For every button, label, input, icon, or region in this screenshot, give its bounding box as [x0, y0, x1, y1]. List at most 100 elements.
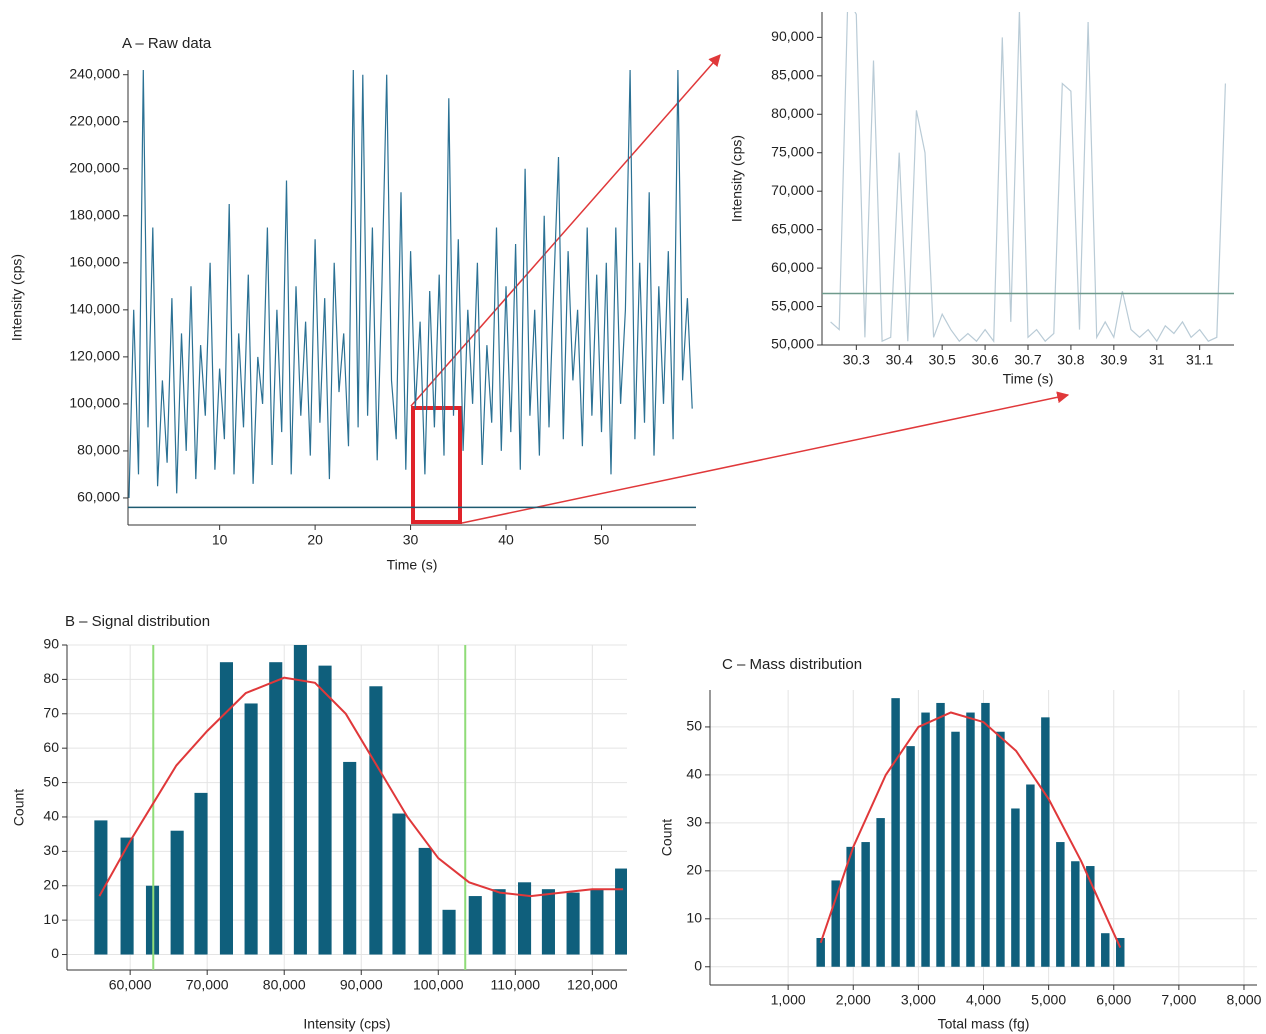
chart-title: A – Raw data	[122, 35, 212, 52]
y-tick-label: 55,000	[771, 297, 814, 313]
fit-curve	[819, 711, 1122, 949]
x-tick-label: 31.1	[1186, 352, 1213, 368]
x-axis-label: Intensity (cps)	[303, 1016, 390, 1032]
y-tick-label: 65,000	[771, 220, 814, 236]
bar	[996, 731, 1005, 967]
y-tick-label: 30	[43, 842, 59, 858]
bar	[816, 937, 825, 967]
bar	[492, 889, 506, 955]
x-tick-label: 50	[594, 532, 610, 548]
y-tick-label: 40	[686, 766, 702, 782]
zoom-arrow	[461, 391, 1070, 524]
x-tick-label: 100,000	[413, 977, 464, 993]
bar	[846, 846, 855, 967]
x-tick-label: 5,000	[1031, 992, 1066, 1008]
bar	[293, 645, 307, 955]
bar	[831, 880, 840, 967]
x-tick-label: 30	[403, 532, 419, 548]
bar	[1041, 717, 1050, 967]
bar	[1116, 937, 1125, 967]
x-tick-label: 1,000	[771, 992, 806, 1008]
bar	[1086, 866, 1095, 967]
x-tick-label: 70,000	[186, 977, 229, 993]
data-line	[128, 70, 693, 499]
bar	[343, 761, 357, 955]
y-tick-label: 240,000	[69, 65, 120, 81]
x-tick-label: 7,000	[1161, 992, 1196, 1008]
bar	[170, 830, 184, 955]
x-tick-label: 90,000	[340, 977, 383, 993]
x-tick-label: 30.7	[1014, 352, 1041, 368]
panel: A – Raw data Time (s) Intensity (cps) 60,00…	[9, 35, 696, 573]
y-tick-label: 100,000	[69, 395, 120, 411]
bar	[392, 813, 406, 955]
y-tick-label: 90,000	[771, 28, 814, 44]
bar	[120, 837, 134, 955]
bar	[94, 820, 108, 955]
x-tick-label: 31	[1149, 352, 1165, 368]
bar	[566, 892, 580, 955]
y-tick-label: 160,000	[69, 254, 120, 270]
panel: Time (s) Intensity (cps) 50,000 55,000 60,00…	[729, 12, 1234, 387]
bar	[936, 702, 945, 967]
bar	[442, 909, 456, 955]
y-tick-label: 90	[43, 636, 59, 652]
x-tick-label: 4,000	[966, 992, 1001, 1008]
bar	[951, 731, 960, 967]
bar	[244, 703, 258, 955]
y-tick-label: 50	[686, 718, 702, 734]
x-tick-label: 30.3	[843, 352, 870, 368]
x-axis-label: Time (s)	[387, 557, 438, 573]
bar	[1011, 808, 1020, 967]
x-tick-label: 110,000	[491, 977, 541, 993]
y-tick-label: 70,000	[771, 182, 814, 198]
x-tick-label: 30.4	[886, 352, 913, 368]
y-tick-label: 50	[43, 773, 59, 789]
fit-curve	[98, 676, 624, 898]
y-tick-label: 50,000	[771, 336, 814, 352]
y-axis-label: Intensity (cps)	[729, 135, 745, 222]
x-tick-label: 3,000	[901, 992, 936, 1008]
bar	[468, 896, 482, 955]
bar	[590, 889, 604, 955]
y-tick-label: 0	[694, 957, 702, 973]
x-axis-label: Total mass (fg)	[938, 1016, 1030, 1032]
y-tick-label: 75,000	[771, 143, 814, 159]
x-tick-label: 30.6	[971, 352, 998, 368]
y-tick-label: 80,000	[771, 105, 814, 121]
bar	[906, 746, 915, 967]
data-line	[830, 12, 1226, 343]
bar	[369, 686, 383, 955]
y-tick-label: 0	[51, 945, 59, 961]
bar	[318, 665, 332, 955]
x-tick-label: 20	[307, 532, 323, 548]
y-tick-label: 10	[686, 910, 702, 926]
bar	[1056, 842, 1065, 967]
y-tick-label: 85,000	[771, 67, 814, 83]
x-tick-label: 60,000	[109, 977, 152, 993]
zoom-box	[411, 406, 462, 524]
y-tick-label: 60	[43, 739, 59, 755]
x-tick-label: 8,000	[1226, 992, 1261, 1008]
x-tick-label: 120,000	[567, 977, 618, 993]
x-tick-label: 30.8	[1057, 352, 1084, 368]
x-axis-label: Time (s)	[1003, 371, 1054, 387]
bar	[966, 712, 975, 967]
panel: B – Signal distribution Intensity (cps) Co…	[11, 613, 627, 1032]
y-tick-label: 120,000	[69, 348, 120, 364]
y-tick-label: 20	[43, 876, 59, 892]
bar	[219, 662, 233, 955]
chart-title: C – Mass distribution	[722, 656, 862, 673]
bar	[518, 882, 532, 955]
y-tick-label: 80,000	[77, 442, 120, 458]
bar	[194, 792, 208, 955]
y-tick-label: 40	[43, 808, 59, 824]
bar	[876, 818, 885, 967]
bar	[615, 868, 627, 955]
bar	[269, 662, 283, 955]
chart-title: B – Signal distribution	[65, 613, 210, 630]
plot-area	[94, 645, 627, 970]
zoom-arrow	[410, 54, 721, 407]
y-tick-label: 30	[686, 814, 702, 830]
